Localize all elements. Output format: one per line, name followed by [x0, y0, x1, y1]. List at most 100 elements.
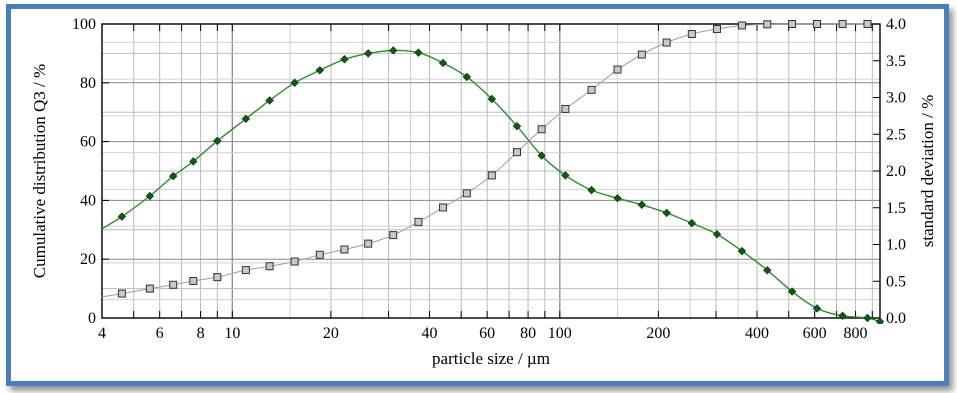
- data-point: [788, 20, 797, 28]
- data-point: [389, 46, 398, 55]
- series: [102, 20, 885, 324]
- data-point: [737, 21, 746, 30]
- std-deviation-series: [102, 46, 885, 324]
- data-point: [487, 94, 497, 104]
- data-point: [462, 189, 471, 198]
- data-point: [213, 273, 222, 282]
- data-point: [364, 239, 373, 248]
- y-left-axis-title: Cumulative distribution Q3 / %: [30, 64, 49, 278]
- x-tick-label: 8: [197, 325, 205, 342]
- data-point: [363, 49, 373, 58]
- data-point: [241, 114, 251, 124]
- x-tick-label: 600: [803, 325, 827, 342]
- y-right-tick-label: 0.0: [886, 310, 906, 327]
- data-point: [189, 157, 198, 166]
- data-point: [587, 85, 596, 94]
- x-tick-label: 100: [548, 325, 572, 342]
- series-line: [102, 23, 868, 298]
- y-left-tick-label: 100: [72, 16, 96, 33]
- data-point: [537, 125, 546, 134]
- data-point: [512, 121, 522, 131]
- data-point: [315, 66, 325, 75]
- y-left-tick-label: 0: [88, 310, 96, 327]
- data-point: [117, 212, 127, 221]
- chart-frame: 0 20 40 60 80 100 0.0 0.5 1.0 1.5 2.0 2.5 3.0 3.5 4.0 4…: [6, 4, 949, 386]
- data-point: [812, 20, 821, 28]
- x-tick-label: 80: [520, 325, 536, 342]
- data-point: [812, 304, 822, 313]
- data-point: [662, 208, 671, 218]
- x-tick-label: 10: [224, 325, 240, 342]
- data-point: [168, 171, 178, 181]
- data-point: [863, 20, 872, 28]
- data-point: [117, 289, 126, 298]
- data-point: [687, 218, 697, 228]
- data-point: [169, 280, 178, 289]
- data-point: [389, 231, 398, 240]
- x-tick-label: 6: [156, 325, 164, 342]
- data-point: [438, 58, 448, 68]
- y-right-axis-title: standard deviation / %: [918, 95, 937, 248]
- data-point: [637, 200, 647, 210]
- data-point: [587, 185, 596, 195]
- data-point: [290, 257, 299, 266]
- data-point: [712, 229, 722, 239]
- data-point: [241, 266, 250, 275]
- y-left-tick-label: 40: [80, 192, 96, 209]
- data-point: [414, 48, 423, 57]
- y-right-tick-label: 2.5: [886, 126, 906, 143]
- data-point: [537, 151, 546, 160]
- data-point: [265, 262, 274, 271]
- x-tick-label: 20: [323, 325, 339, 342]
- data-point: [838, 20, 847, 28]
- x-tick-label: 4: [98, 325, 106, 342]
- cumulative-series: [102, 20, 872, 298]
- y-right-tick-label: 1.5: [886, 200, 906, 217]
- data-point: [145, 191, 155, 201]
- data-point: [462, 72, 472, 82]
- y-left-tick-label: 20: [80, 251, 96, 268]
- data-point: [637, 50, 646, 59]
- x-axis-title: particle size / µm: [432, 349, 550, 368]
- data-point: [213, 136, 222, 146]
- data-point: [875, 317, 885, 324]
- y-right-tick-label: 2.0: [886, 163, 906, 180]
- data-point: [613, 193, 622, 203]
- y-right-tick-label: 4.0: [886, 16, 906, 33]
- data-point: [145, 284, 154, 293]
- data-point: [265, 96, 274, 105]
- x-tick-label: 400: [745, 325, 769, 342]
- data-point: [713, 24, 722, 33]
- axes: [101, 23, 881, 319]
- data-point: [737, 246, 747, 256]
- x-tick-label: 60: [479, 325, 495, 342]
- tick-labels: 0 20 40 60 80 100 0.0 0.5 1.0 1.5 2.0 2.5 3.0 3.5 4.0 4…: [72, 16, 906, 342]
- data-point: [561, 104, 570, 113]
- data-point: [290, 78, 299, 88]
- data-point: [561, 171, 570, 180]
- y-left-tick-label: 80: [80, 75, 96, 92]
- x-tick-label: 40: [421, 325, 437, 342]
- data-point: [340, 55, 349, 64]
- y-right-tick-label: 3.0: [886, 90, 906, 107]
- data-point: [189, 276, 198, 285]
- y-right-tick-label: 0.5: [886, 273, 906, 290]
- x-tick-label: 200: [646, 325, 670, 342]
- data-point: [439, 203, 448, 212]
- x-tick-label: 800: [844, 325, 868, 342]
- data-point: [763, 266, 772, 275]
- data-point: [863, 313, 872, 323]
- data-point: [315, 250, 324, 259]
- data-point: [662, 38, 671, 47]
- data-point: [787, 287, 797, 296]
- data-point: [414, 217, 423, 226]
- data-point: [340, 245, 349, 254]
- data-point: [687, 29, 696, 38]
- data-point: [512, 148, 521, 157]
- data-point: [763, 20, 772, 29]
- data-point: [838, 311, 847, 321]
- chart-canvas: 0 20 40 60 80 100 0.0 0.5 1.0 1.5 2.0 2.5 3.0 3.5 4.0 4…: [30, 16, 937, 368]
- y-left-tick-label: 60: [80, 134, 96, 151]
- y-right-tick-label: 3.5: [886, 53, 906, 70]
- y-right-tick-label: 1.0: [886, 237, 906, 254]
